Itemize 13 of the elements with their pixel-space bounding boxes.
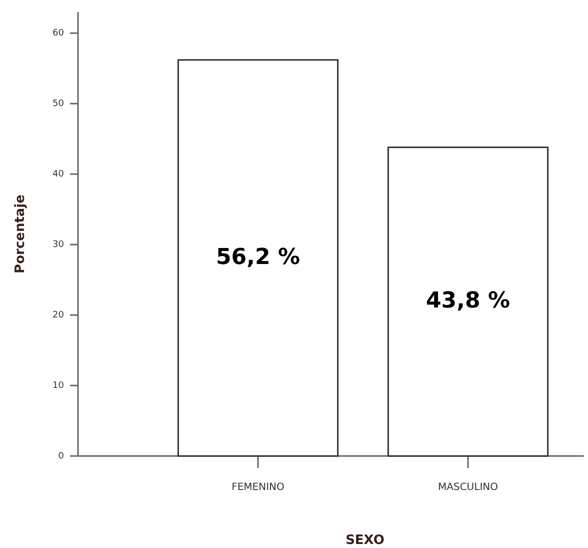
y-tick-label: 0 <box>58 451 64 462</box>
x-axis-title: SEXO <box>346 533 384 548</box>
y-tick-label: 20 <box>52 310 64 321</box>
x-tick-label: FEMENINO <box>232 482 285 493</box>
y-tick-label: 50 <box>52 99 64 110</box>
data-label: 43,8 % <box>426 288 510 314</box>
data-label: 56,2 % <box>216 244 300 270</box>
y-tick-label: 40 <box>52 170 64 180</box>
x-tick-label: MASCULINO <box>438 482 498 493</box>
y-axis-title: Porcentaje <box>13 194 28 274</box>
y-tick-label: 10 <box>52 380 64 391</box>
y-tick-label: 30 <box>52 240 64 250</box>
y-tick-label: 60 <box>52 28 64 39</box>
